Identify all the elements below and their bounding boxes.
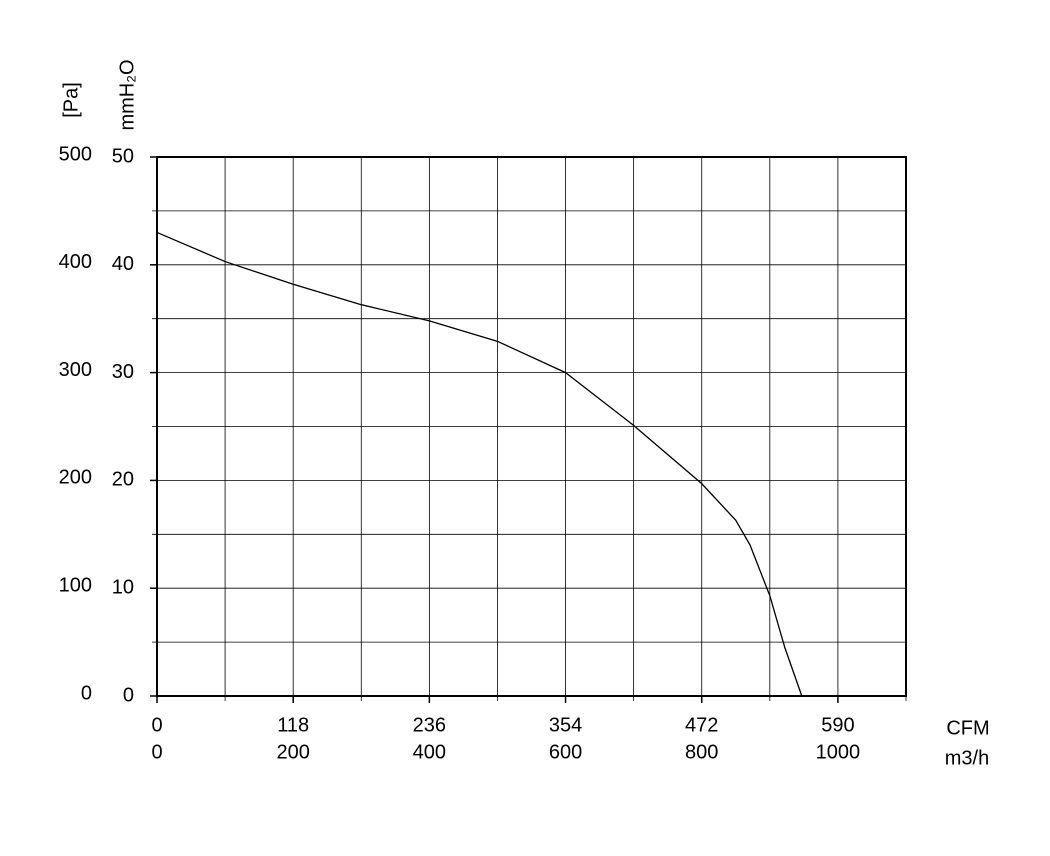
plot-frame [156, 156, 907, 697]
x-tick-label: 400 [413, 741, 446, 763]
x-tick-label: 200 [276, 741, 309, 763]
y2-tick-label: 50 [112, 145, 134, 167]
y-tick-label: 500 [59, 143, 92, 165]
x2-tick-label: 118 [277, 714, 309, 736]
x2-tick-label: 236 [413, 714, 446, 736]
y2-tick-label: 30 [112, 361, 134, 383]
y-tick-label: 100 [59, 574, 92, 596]
y-tick-label: 300 [59, 359, 92, 381]
x2-tick-label: 0 [151, 714, 162, 736]
y2-axis-label: mmH₂O [116, 59, 138, 130]
y2-tick-label: 20 [112, 469, 134, 491]
x-axis-label: m3/h [945, 747, 989, 769]
curve [156, 231, 803, 697]
x-tick-label: 0 [151, 741, 162, 763]
x2-axis-label: CFM [946, 717, 989, 739]
x-tick-label: 1000 [816, 741, 861, 763]
x-tick-label: 800 [685, 741, 718, 763]
y-tick-label: 0 [81, 682, 92, 704]
x2-tick-label: 590 [821, 714, 854, 736]
x2-tick-label: 472 [685, 714, 718, 736]
y-tick-label: 200 [59, 467, 92, 489]
y2-tick-label: 10 [112, 576, 134, 598]
y-tick-label: 400 [59, 251, 92, 273]
y2-tick-label: 40 [112, 253, 134, 275]
x-tick-label: 600 [549, 741, 582, 763]
y-axis-label: [Pa] [60, 82, 82, 118]
x2-tick-label: 354 [549, 714, 582, 736]
y2-tick-label: 0 [123, 684, 134, 706]
